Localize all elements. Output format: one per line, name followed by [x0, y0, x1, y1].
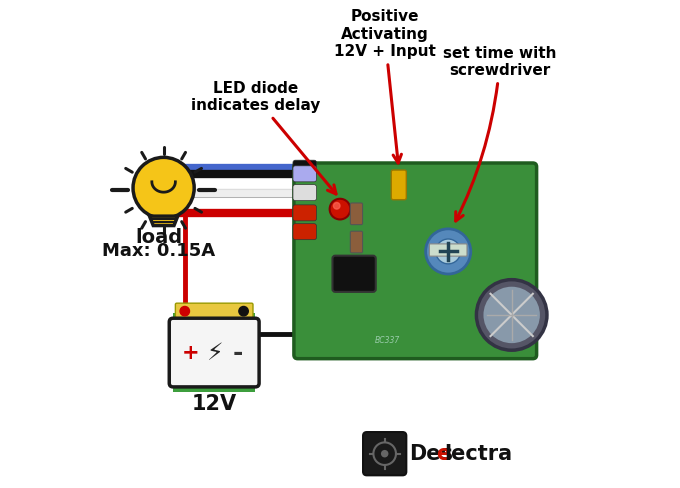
FancyBboxPatch shape [333, 256, 376, 292]
Circle shape [381, 450, 388, 457]
FancyBboxPatch shape [293, 166, 316, 182]
Text: +: + [182, 343, 200, 363]
FancyBboxPatch shape [173, 313, 255, 323]
Polygon shape [150, 216, 177, 225]
Text: Des: Des [409, 444, 453, 464]
Text: lectra: lectra [444, 444, 512, 464]
Text: Positive
Activating
12V + Input: Positive Activating 12V + Input [334, 9, 436, 163]
FancyBboxPatch shape [429, 244, 467, 256]
Text: -: - [233, 341, 243, 365]
Text: set time with
screwdriver: set time with screwdriver [443, 46, 557, 221]
Text: e: e [436, 444, 450, 464]
FancyBboxPatch shape [350, 231, 362, 253]
Text: BC337: BC337 [375, 336, 400, 345]
Circle shape [426, 229, 471, 274]
Circle shape [477, 280, 547, 350]
FancyBboxPatch shape [169, 318, 259, 387]
Text: 12V: 12V [192, 394, 237, 414]
Text: load: load [135, 228, 182, 247]
Text: ⚡: ⚡ [206, 341, 222, 365]
Circle shape [330, 199, 350, 220]
Circle shape [483, 287, 540, 343]
Circle shape [133, 157, 194, 219]
FancyBboxPatch shape [293, 160, 316, 176]
FancyBboxPatch shape [294, 163, 537, 359]
FancyBboxPatch shape [391, 170, 407, 200]
FancyBboxPatch shape [293, 205, 316, 221]
FancyBboxPatch shape [293, 184, 316, 201]
Text: Max: 0.15A: Max: 0.15A [103, 243, 216, 261]
Circle shape [333, 203, 340, 209]
FancyBboxPatch shape [293, 224, 316, 240]
Circle shape [436, 239, 460, 264]
FancyBboxPatch shape [175, 303, 253, 318]
Circle shape [180, 306, 190, 316]
FancyBboxPatch shape [363, 432, 407, 475]
Text: LED diode
indicates delay: LED diode indicates delay [190, 81, 336, 194]
FancyBboxPatch shape [350, 203, 362, 224]
FancyBboxPatch shape [173, 382, 255, 391]
Circle shape [239, 306, 248, 316]
